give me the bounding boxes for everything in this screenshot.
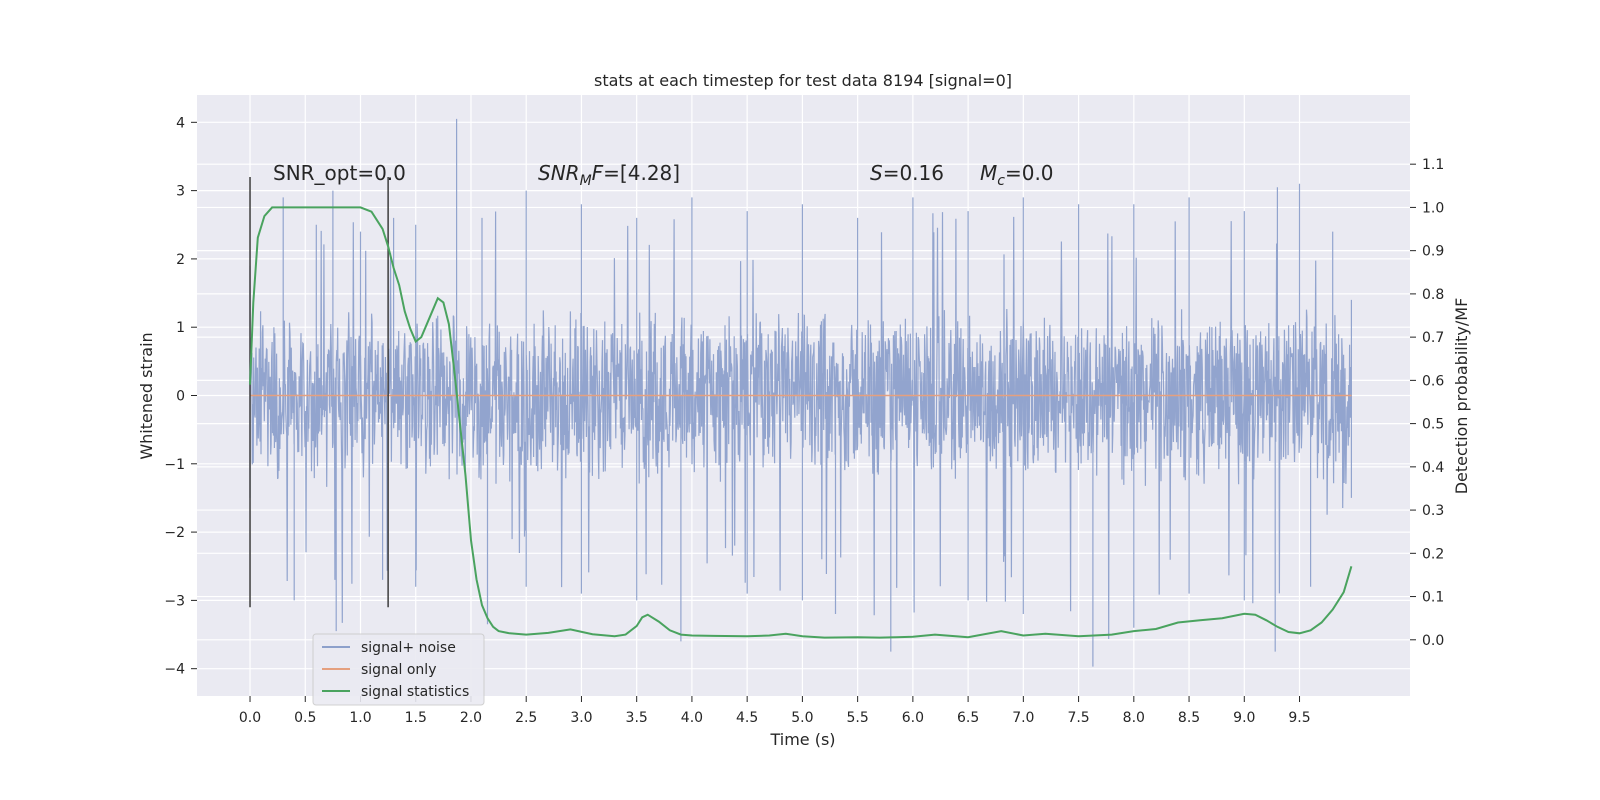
legend-label-signal-only: signal only	[361, 662, 436, 678]
x-tick-label: 6.5	[957, 710, 979, 726]
legend-label-statistics: signal statistics	[361, 684, 469, 700]
y-left-axis-ticks: 4 3 2 1 0 −1 −2 −3 −4	[164, 115, 197, 678]
snr-mf-tail: F	[592, 161, 604, 185]
y-left-tick-label: −1	[164, 457, 185, 473]
x-tick-label: 2.5	[515, 710, 537, 726]
x-axis-ticks: 0.0 0.5 1.0 1.5 2.0 2.5 3.0 3.5 4.0 4.5 5.0 5.5 6.0 6…	[239, 696, 1311, 726]
y-left-axis-label: Whitened strain	[137, 332, 156, 459]
legend-box	[312, 633, 485, 706]
x-tick-label: 4.0	[681, 710, 703, 726]
y-right-tick-label: 0.8	[1422, 287, 1444, 303]
x-tick-label: 7.5	[1067, 710, 1089, 726]
y-right-tick-label: 0.2	[1422, 546, 1444, 562]
annotation-snr-mf: SNRMF=[4.28]	[538, 161, 680, 189]
legend-label-noise: signal+ noise	[361, 640, 456, 656]
mc-sub: c	[997, 173, 1005, 189]
x-tick-label: 3.0	[570, 710, 592, 726]
x-tick-label: 1.0	[349, 710, 371, 726]
annotation-mc: Mc=0.0	[980, 161, 1054, 189]
y-left-tick-label: 2	[176, 252, 185, 268]
x-tick-label: 1.5	[405, 710, 427, 726]
snr-mf-sub: M	[580, 173, 592, 189]
x-tick-label: 9.0	[1233, 710, 1255, 726]
snr-mf-label: SNR	[538, 161, 580, 185]
mc-value: =0.0	[1005, 161, 1054, 185]
y-right-tick-label: 0.9	[1422, 244, 1444, 260]
y-right-axis-ticks: 1.1 1.0 0.9 0.8 0.7 0.6 0.5 0.4 0.3 0.2 0.1 0.0	[1410, 157, 1444, 649]
chart-title: stats at each timestep for test data 819…	[594, 71, 1012, 90]
y-right-axis-label: Detection probability/MF	[1452, 298, 1471, 495]
x-tick-label: 0.0	[239, 710, 261, 726]
x-tick-label: 5.5	[846, 710, 868, 726]
y-left-tick-label: 1	[176, 320, 185, 336]
annotation-snr-opt: SNR_opt=0.0	[273, 161, 406, 185]
x-tick-label: 7.0	[1012, 710, 1034, 726]
y-right-tick-label: 1.0	[1422, 200, 1444, 216]
y-left-tick-label: 4	[176, 115, 185, 131]
x-tick-label: 6.0	[902, 710, 924, 726]
series-signal-statistics	[249, 206, 1353, 639]
y-right-tick-label: 0.3	[1422, 503, 1444, 519]
x-tick-label: 8.5	[1178, 710, 1200, 726]
x-tick-label: 4.5	[736, 710, 758, 726]
x-tick-label: 9.5	[1288, 710, 1310, 726]
y-right-tick-label: 0.1	[1422, 590, 1444, 606]
x-tick-label: 0.5	[294, 710, 316, 726]
y-right-tick-label: 0.5	[1422, 417, 1444, 433]
s-value: =0.16	[883, 161, 944, 185]
snr-mf-value: =[4.28]	[603, 161, 680, 185]
x-tick-label: 2.0	[460, 710, 482, 726]
y-left-tick-label: 3	[176, 184, 185, 200]
y-left-tick-label: 0	[176, 389, 185, 405]
y-left-tick-label: −4	[164, 662, 185, 678]
y-right-tick-label: 1.1	[1422, 157, 1444, 173]
y-right-tick-label: 0.6	[1422, 373, 1444, 389]
x-axis-label: Time (s)	[769, 730, 835, 749]
s-label: S	[870, 161, 883, 185]
y-right-tick-label: 0.4	[1422, 460, 1444, 476]
y-left-tick-label: −3	[164, 593, 185, 609]
y-right-tick-label: 0.7	[1422, 330, 1444, 346]
legend: signal+ noise signal only signal statist…	[312, 633, 485, 706]
x-tick-label: 8.0	[1123, 710, 1145, 726]
x-tick-label: 3.5	[626, 710, 648, 726]
x-tick-label: 5.0	[791, 710, 813, 726]
y-right-tick-label: 0.0	[1422, 633, 1444, 649]
y-left-tick-label: −2	[164, 525, 185, 541]
annotation-s: S=0.16	[870, 161, 944, 185]
mc-label: M	[980, 161, 997, 185]
